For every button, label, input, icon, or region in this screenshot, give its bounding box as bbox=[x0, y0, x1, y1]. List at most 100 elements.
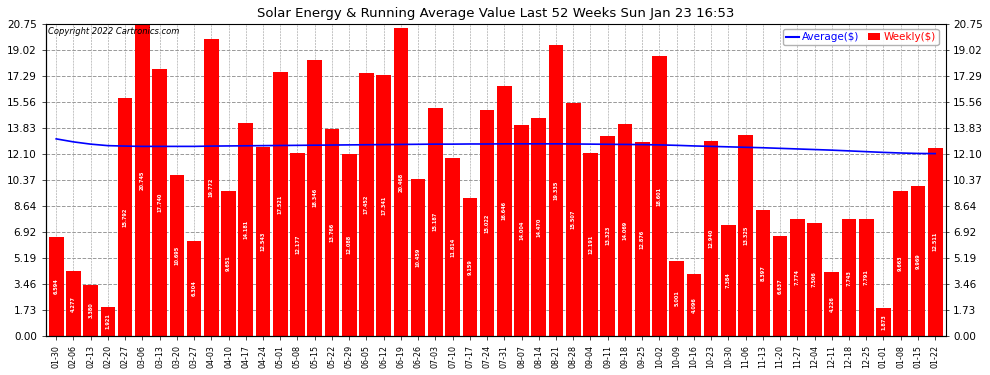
Bar bbox=[600, 135, 615, 336]
Text: 10.695: 10.695 bbox=[174, 246, 179, 265]
Bar bbox=[773, 236, 787, 336]
Bar bbox=[532, 118, 546, 336]
Text: 11.814: 11.814 bbox=[450, 237, 455, 256]
Bar bbox=[342, 154, 356, 336]
Text: 5.001: 5.001 bbox=[674, 290, 679, 306]
Bar bbox=[825, 272, 840, 336]
Bar bbox=[255, 147, 270, 336]
Text: 14.470: 14.470 bbox=[537, 217, 542, 237]
Text: 12.088: 12.088 bbox=[346, 236, 351, 255]
Bar bbox=[118, 98, 133, 336]
Bar bbox=[394, 28, 408, 336]
Bar bbox=[49, 237, 63, 336]
Text: 8.397: 8.397 bbox=[760, 265, 765, 280]
Bar bbox=[807, 223, 822, 336]
Text: 6.304: 6.304 bbox=[192, 280, 197, 296]
Text: 19.335: 19.335 bbox=[553, 181, 558, 200]
Text: 13.323: 13.323 bbox=[605, 226, 610, 245]
Text: 17.452: 17.452 bbox=[364, 195, 369, 214]
Bar bbox=[739, 135, 753, 336]
Bar bbox=[446, 158, 460, 336]
Bar bbox=[221, 191, 236, 336]
Text: 17.740: 17.740 bbox=[157, 193, 162, 212]
Text: 3.380: 3.380 bbox=[88, 303, 93, 318]
Bar bbox=[704, 141, 719, 336]
Text: 12.940: 12.940 bbox=[709, 229, 714, 248]
Bar bbox=[790, 219, 805, 336]
Text: 13.325: 13.325 bbox=[743, 226, 748, 245]
Bar bbox=[480, 110, 494, 336]
Text: 9.663: 9.663 bbox=[898, 255, 903, 271]
Bar bbox=[652, 56, 666, 336]
Legend: Average($), Weekly($): Average($), Weekly($) bbox=[783, 29, 939, 45]
Text: 7.791: 7.791 bbox=[863, 269, 869, 285]
Bar bbox=[583, 153, 598, 336]
Bar bbox=[859, 219, 873, 336]
Bar bbox=[359, 74, 374, 336]
Text: 20.468: 20.468 bbox=[398, 172, 403, 192]
Bar bbox=[239, 123, 253, 336]
Text: 10.459: 10.459 bbox=[416, 248, 421, 267]
Bar bbox=[152, 69, 167, 336]
Bar bbox=[687, 274, 701, 336]
Bar bbox=[411, 178, 426, 336]
Bar bbox=[101, 307, 115, 336]
Text: 6.594: 6.594 bbox=[53, 278, 58, 294]
Text: 13.766: 13.766 bbox=[330, 223, 335, 242]
Bar bbox=[635, 142, 649, 336]
Text: 17.521: 17.521 bbox=[278, 194, 283, 214]
Text: Copyright 2022 Cartronics.com: Copyright 2022 Cartronics.com bbox=[48, 27, 179, 36]
Bar bbox=[911, 186, 926, 336]
Bar bbox=[135, 24, 149, 336]
Bar bbox=[83, 285, 98, 336]
Bar bbox=[462, 198, 477, 336]
Text: 7.774: 7.774 bbox=[795, 269, 800, 285]
Text: 7.743: 7.743 bbox=[846, 270, 851, 285]
Text: 14.069: 14.069 bbox=[623, 220, 628, 240]
Text: 7.506: 7.506 bbox=[812, 272, 817, 287]
Text: 1.921: 1.921 bbox=[105, 314, 111, 329]
Bar bbox=[308, 60, 322, 336]
Text: 9.969: 9.969 bbox=[916, 253, 921, 269]
Bar bbox=[842, 219, 856, 336]
Bar bbox=[325, 129, 340, 336]
Bar bbox=[187, 241, 201, 336]
Text: 15.187: 15.187 bbox=[433, 212, 438, 231]
Bar bbox=[204, 39, 219, 336]
Text: 12.511: 12.511 bbox=[933, 232, 938, 252]
Bar bbox=[169, 175, 184, 336]
Text: 19.772: 19.772 bbox=[209, 177, 214, 197]
Bar bbox=[755, 210, 770, 336]
Text: 6.637: 6.637 bbox=[777, 278, 782, 294]
Bar bbox=[669, 261, 684, 336]
Bar bbox=[876, 308, 891, 336]
Text: 14.181: 14.181 bbox=[244, 220, 248, 239]
Text: 15.507: 15.507 bbox=[571, 210, 576, 229]
Text: 16.646: 16.646 bbox=[502, 201, 507, 220]
Text: 12.543: 12.543 bbox=[260, 232, 265, 251]
Bar bbox=[273, 72, 287, 336]
Text: 20.745: 20.745 bbox=[140, 170, 145, 189]
Text: 12.876: 12.876 bbox=[640, 230, 644, 249]
Bar bbox=[618, 124, 633, 336]
Text: 12.177: 12.177 bbox=[295, 235, 300, 254]
Text: 1.873: 1.873 bbox=[881, 314, 886, 330]
Text: 4.226: 4.226 bbox=[830, 296, 835, 312]
Text: 4.277: 4.277 bbox=[71, 296, 76, 312]
Bar bbox=[721, 225, 736, 336]
Text: 12.191: 12.191 bbox=[588, 234, 593, 254]
Bar bbox=[428, 108, 443, 336]
Text: 15.022: 15.022 bbox=[484, 213, 490, 232]
Text: 9.651: 9.651 bbox=[226, 255, 231, 271]
Bar bbox=[548, 45, 563, 336]
Bar bbox=[290, 153, 305, 336]
Title: Solar Energy & Running Average Value Last 52 Weeks Sun Jan 23 16:53: Solar Energy & Running Average Value Las… bbox=[257, 7, 735, 20]
Text: 7.384: 7.384 bbox=[726, 272, 731, 288]
Bar bbox=[514, 125, 529, 336]
Bar bbox=[66, 272, 81, 336]
Text: 18.601: 18.601 bbox=[657, 186, 662, 206]
Bar bbox=[566, 103, 580, 336]
Bar bbox=[376, 75, 391, 336]
Text: 14.004: 14.004 bbox=[519, 221, 524, 240]
Text: 17.341: 17.341 bbox=[381, 196, 386, 215]
